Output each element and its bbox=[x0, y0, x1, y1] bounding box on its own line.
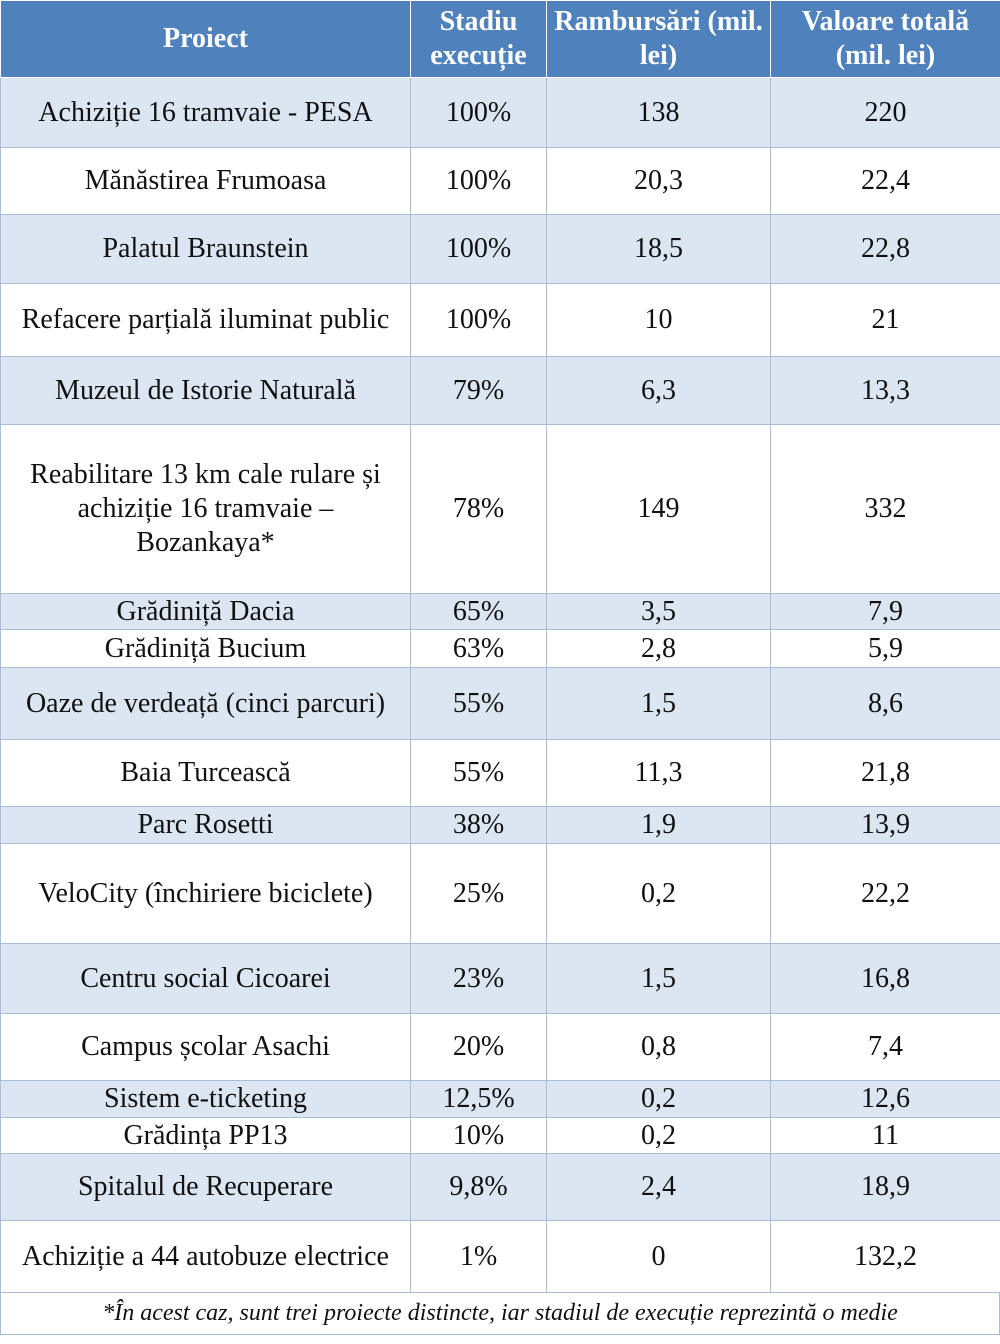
cell-stage: 63% bbox=[410, 629, 547, 668]
cell-total-value: 13,9 bbox=[770, 806, 1000, 844]
table-row: Grădința PP13 10% 0,2 11 bbox=[0, 1117, 1000, 1154]
cell-total-value: 332 bbox=[770, 424, 1000, 594]
cell-total-value: 21,8 bbox=[770, 739, 1000, 807]
cell-stage: 1% bbox=[410, 1220, 547, 1293]
cell-total-value: 7,4 bbox=[770, 1013, 1000, 1081]
table-row: Grădiniță Dacia 65% 3,5 7,9 bbox=[0, 593, 1000, 630]
table-row: Palatul Braunstein 100% 18,5 22,8 bbox=[0, 214, 1000, 284]
cell-project: Oaze de verdeață (cinci parcuri) bbox=[0, 667, 411, 740]
cell-reimbursements: 0,8 bbox=[546, 1013, 771, 1081]
projects-table: Proiect Stadiu execuție Rambursări (mil.… bbox=[0, 0, 1000, 1293]
cell-stage: 9,8% bbox=[410, 1153, 547, 1221]
cell-reimbursements: 0,2 bbox=[546, 843, 771, 944]
header-total-value: Valoare totală (mil. lei) bbox=[770, 0, 1000, 78]
cell-total-value: 132,2 bbox=[770, 1220, 1000, 1293]
cell-project: Baia Turcească bbox=[0, 739, 411, 807]
cell-stage: 100% bbox=[410, 283, 547, 357]
cell-reimbursements: 0,2 bbox=[546, 1080, 771, 1118]
cell-reimbursements: 6,3 bbox=[546, 356, 771, 425]
table-row: Grădiniță Bucium 63% 2,8 5,9 bbox=[0, 629, 1000, 668]
cell-reimbursements: 18,5 bbox=[546, 214, 771, 284]
table-row: Campus școlar Asachi 20% 0,8 7,4 bbox=[0, 1013, 1000, 1081]
table-row: Oaze de verdeață (cinci parcuri) 55% 1,5… bbox=[0, 667, 1000, 740]
cell-reimbursements: 11,3 bbox=[546, 739, 771, 807]
table-row: Mănăstirea Frumoasa 100% 20,3 22,4 bbox=[0, 147, 1000, 215]
cell-total-value: 8,6 bbox=[770, 667, 1000, 740]
cell-stage: 12,5% bbox=[410, 1080, 547, 1118]
cell-reimbursements: 10 bbox=[546, 283, 771, 357]
cell-stage: 20% bbox=[410, 1013, 547, 1081]
cell-reimbursements: 0,2 bbox=[546, 1117, 771, 1154]
table-row: Spitalul de Recuperare 9,8% 2,4 18,9 bbox=[0, 1153, 1000, 1221]
table-row: Muzeul de Istorie Naturală 79% 6,3 13,3 bbox=[0, 356, 1000, 425]
cell-reimbursements: 1,5 bbox=[546, 943, 771, 1014]
cell-stage: 25% bbox=[410, 843, 547, 944]
cell-project: Grădința PP13 bbox=[0, 1117, 411, 1154]
header-project: Proiect bbox=[0, 0, 411, 78]
cell-reimbursements: 138 bbox=[546, 77, 771, 148]
cell-project: Achiziție a 44 autobuze electrice bbox=[0, 1220, 411, 1293]
cell-reimbursements: 2,8 bbox=[546, 629, 771, 668]
cell-project: Mănăstirea Frumoasa bbox=[0, 147, 411, 215]
cell-project: Achiziție 16 tramvaie - PESA bbox=[0, 77, 411, 148]
table-row: Achiziție 16 tramvaie - PESA 100% 138 22… bbox=[0, 77, 1000, 148]
cell-project: Sistem e-ticketing bbox=[0, 1080, 411, 1118]
header-stage: Stadiu execuție bbox=[410, 0, 547, 78]
cell-total-value: 22,4 bbox=[770, 147, 1000, 215]
table-row: Baia Turcească 55% 11,3 21,8 bbox=[0, 739, 1000, 807]
cell-stage: 38% bbox=[410, 806, 547, 844]
cell-project: Spitalul de Recuperare bbox=[0, 1153, 411, 1221]
table-row: Parc Rosetti 38% 1,9 13,9 bbox=[0, 806, 1000, 844]
table-row: Achiziție a 44 autobuze electrice 1% 0 1… bbox=[0, 1220, 1000, 1293]
table-row: Reabilitare 13 km cale rulare și achiziț… bbox=[0, 424, 1000, 594]
cell-total-value: 16,8 bbox=[770, 943, 1000, 1014]
cell-project: Grădiniță Dacia bbox=[0, 593, 411, 630]
cell-reimbursements: 3,5 bbox=[546, 593, 771, 630]
cell-reimbursements: 0 bbox=[546, 1220, 771, 1293]
cell-total-value: 5,9 bbox=[770, 629, 1000, 668]
cell-total-value: 22,8 bbox=[770, 214, 1000, 284]
cell-stage: 100% bbox=[410, 147, 547, 215]
cell-total-value: 21 bbox=[770, 283, 1000, 357]
cell-project: Campus școlar Asachi bbox=[0, 1013, 411, 1081]
cell-total-value: 18,9 bbox=[770, 1153, 1000, 1221]
cell-reimbursements: 1,5 bbox=[546, 667, 771, 740]
table-row: Centru social Cicoarei 23% 1,5 16,8 bbox=[0, 943, 1000, 1014]
cell-stage: 78% bbox=[410, 424, 547, 594]
cell-total-value: 22,2 bbox=[770, 843, 1000, 944]
header-reimbursements: Rambursări (mil. lei) bbox=[546, 0, 771, 78]
cell-project: Muzeul de Istorie Naturală bbox=[0, 356, 411, 425]
cell-reimbursements: 20,3 bbox=[546, 147, 771, 215]
cell-total-value: 12,6 bbox=[770, 1080, 1000, 1118]
cell-project: Reabilitare 13 km cale rulare și achiziț… bbox=[0, 424, 411, 594]
cell-project: Centru social Cicoarei bbox=[0, 943, 411, 1014]
cell-project: Grădiniță Bucium bbox=[0, 629, 411, 668]
cell-total-value: 220 bbox=[770, 77, 1000, 148]
cell-stage: 65% bbox=[410, 593, 547, 630]
cell-reimbursements: 2,4 bbox=[546, 1153, 771, 1221]
cell-project: Refacere parțială iluminat public bbox=[0, 283, 411, 357]
cell-stage: 100% bbox=[410, 77, 547, 148]
table-row: Refacere parțială iluminat public 100% 1… bbox=[0, 283, 1000, 357]
cell-stage: 55% bbox=[410, 739, 547, 807]
table-row: VeloCity (închiriere biciclete) 25% 0,2 … bbox=[0, 843, 1000, 944]
cell-stage: 10% bbox=[410, 1117, 547, 1154]
cell-total-value: 11 bbox=[770, 1117, 1000, 1154]
cell-stage: 23% bbox=[410, 943, 547, 1014]
cell-reimbursements: 149 bbox=[546, 424, 771, 594]
header-row: Proiect Stadiu execuție Rambursări (mil.… bbox=[0, 0, 1000, 78]
footnote: *În acest caz, sunt trei proiecte distin… bbox=[0, 1293, 1000, 1335]
cell-total-value: 7,9 bbox=[770, 593, 1000, 630]
cell-reimbursements: 1,9 bbox=[546, 806, 771, 844]
cell-project: VeloCity (închiriere biciclete) bbox=[0, 843, 411, 944]
cell-stage: 79% bbox=[410, 356, 547, 425]
cell-stage: 100% bbox=[410, 214, 547, 284]
cell-total-value: 13,3 bbox=[770, 356, 1000, 425]
cell-project: Parc Rosetti bbox=[0, 806, 411, 844]
cell-stage: 55% bbox=[410, 667, 547, 740]
cell-project: Palatul Braunstein bbox=[0, 214, 411, 284]
table-row: Sistem e-ticketing 12,5% 0,2 12,6 bbox=[0, 1080, 1000, 1118]
